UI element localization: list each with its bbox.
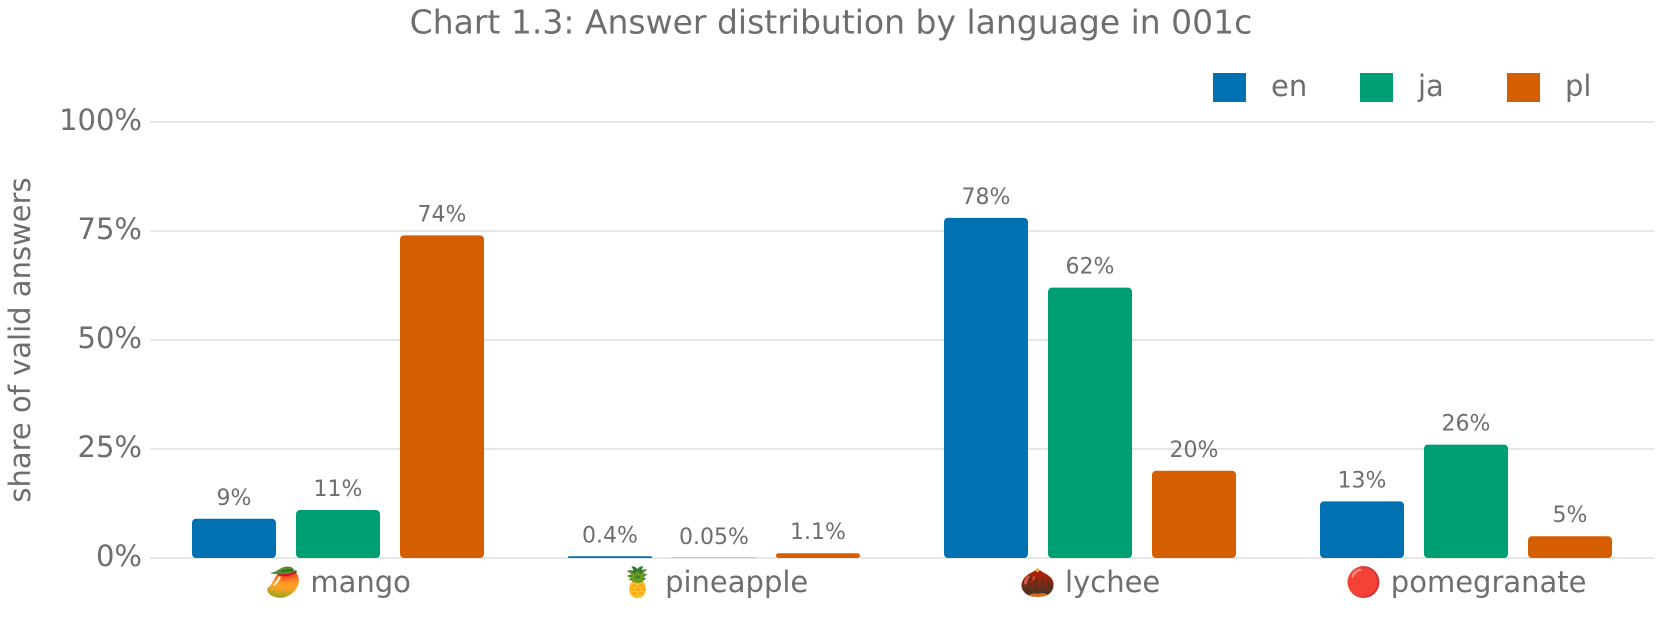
legend-label: ja	[1417, 69, 1444, 103]
bar	[192, 518, 276, 558]
value-label: 5%	[1553, 503, 1588, 528]
value-label: 20%	[1170, 438, 1219, 463]
value-label: 9%	[217, 486, 252, 511]
bar	[1424, 444, 1508, 558]
value-label: 0.05%	[679, 525, 749, 550]
value-label: 11%	[314, 477, 363, 502]
chart-title: Chart 1.3: Answer distribution by langua…	[410, 3, 1253, 42]
bar	[400, 235, 484, 559]
x-tick-label: 🌰 lychee	[1020, 565, 1161, 599]
x-tick-label: 🥭 mango	[265, 565, 411, 600]
legend-swatch	[1213, 73, 1246, 102]
legend-swatch	[1360, 73, 1393, 102]
value-label: 74%	[418, 202, 467, 227]
x-tick-label: 🍍 pineapple	[620, 565, 809, 599]
bar	[776, 553, 860, 558]
bar	[1528, 536, 1612, 558]
y-tick-label: 75%	[78, 212, 142, 246]
legend-swatch	[1507, 73, 1540, 102]
value-label: 62%	[1066, 255, 1115, 280]
y-tick-label: 50%	[78, 321, 142, 355]
bar	[1048, 287, 1132, 558]
value-label: 13%	[1338, 468, 1387, 493]
legend-label: en	[1271, 69, 1307, 103]
bar	[568, 556, 652, 558]
bar	[1152, 470, 1236, 558]
value-label: 78%	[962, 185, 1011, 210]
bar	[1320, 501, 1404, 558]
value-label: 1.1%	[790, 520, 846, 545]
legend-label: pl	[1565, 69, 1591, 103]
bar	[944, 217, 1028, 559]
x-tick-label: 🔴 pomegranate	[1345, 565, 1586, 599]
y-axis-title: share of valid answers	[3, 177, 37, 502]
value-label: 26%	[1442, 412, 1491, 437]
y-tick-label: 25%	[78, 430, 142, 464]
y-tick-label: 0%	[96, 539, 142, 573]
value-label: 0.4%	[582, 523, 638, 548]
y-tick-label: 100%	[59, 103, 142, 137]
bar	[296, 510, 380, 558]
